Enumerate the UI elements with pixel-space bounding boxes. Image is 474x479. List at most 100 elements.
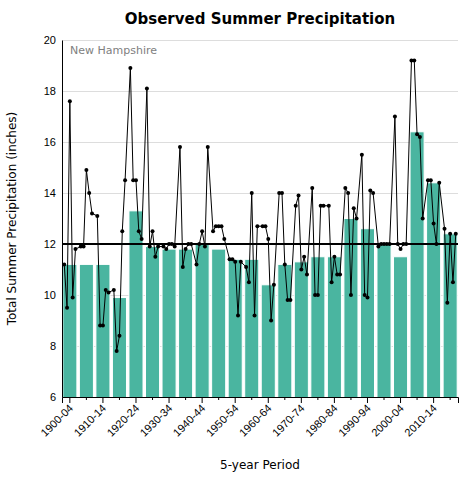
marker: [120, 229, 124, 233]
marker: [263, 224, 267, 228]
marker: [115, 349, 119, 353]
bar: [79, 264, 93, 397]
y-tick: 8: [50, 340, 62, 352]
marker: [128, 66, 132, 70]
x-tick-mark: [301, 397, 302, 403]
marker: [280, 191, 284, 195]
x-tick: 1990-94: [336, 397, 373, 439]
x-tick-label: 1950-54: [204, 402, 241, 439]
x-tick-mark: [417, 397, 418, 400]
x-tick-mark: [218, 397, 219, 400]
grid-tick: [62, 91, 458, 92]
x-tick: [185, 397, 186, 400]
bar: [179, 249, 193, 397]
bar: [245, 259, 259, 397]
x-tick-mark: [450, 397, 451, 400]
x-tick-mark: [135, 397, 136, 403]
marker: [437, 181, 441, 185]
x-tick-mark: [384, 397, 385, 400]
y-tick: 14: [44, 187, 62, 199]
marker: [145, 86, 149, 90]
marker: [148, 245, 152, 249]
grid-tick: [62, 142, 458, 143]
marker: [247, 280, 251, 284]
marker: [412, 58, 416, 62]
bar: [427, 183, 441, 397]
marker: [200, 229, 204, 233]
marker: [365, 296, 369, 300]
x-tick: 1900-04: [38, 397, 75, 439]
marker: [310, 186, 314, 190]
y-tick: 6: [50, 391, 62, 403]
marker: [272, 283, 276, 287]
bar: [377, 244, 391, 397]
marker: [305, 273, 309, 277]
x-tick-mark: [185, 397, 186, 400]
bar: [394, 257, 408, 397]
marker: [327, 204, 331, 208]
marker: [445, 301, 449, 305]
y-tick: 10: [44, 289, 62, 301]
x-tick: [284, 397, 285, 400]
marker: [156, 245, 160, 249]
x-tick: 1920-24: [104, 397, 141, 439]
bar: [344, 219, 358, 398]
bar: [294, 262, 308, 397]
marker: [153, 255, 157, 259]
x-axis-line: [63, 398, 459, 404]
marker: [222, 237, 226, 241]
marker: [429, 178, 433, 182]
y-tick-label: 18: [44, 85, 56, 97]
marker: [178, 145, 182, 149]
x-tick-mark: [251, 397, 252, 400]
x-tick: 1950-54: [204, 397, 241, 439]
x-tick-label: 1940-44: [171, 402, 208, 439]
marker: [283, 262, 287, 266]
bar: [96, 264, 110, 397]
bar: [327, 257, 341, 397]
marker: [233, 260, 237, 264]
grid-line: [62, 40, 458, 41]
x-tick-mark: [400, 397, 401, 403]
marker: [266, 237, 270, 241]
x-tick-label: 1930-34: [137, 402, 174, 439]
grid-tick: [62, 244, 458, 245]
marker: [137, 229, 141, 233]
marker: [95, 214, 99, 218]
marker: [219, 224, 223, 228]
x-tick-label: 1980-84: [303, 402, 340, 439]
marker: [355, 217, 359, 221]
bar: [261, 285, 275, 397]
marker: [101, 324, 105, 328]
x-tick: [86, 397, 87, 400]
y-tick: 16: [44, 136, 62, 148]
marker: [181, 265, 185, 269]
marker: [299, 268, 303, 272]
marker: [84, 168, 88, 172]
marker: [349, 293, 353, 297]
marker: [123, 178, 127, 182]
bar: [311, 257, 325, 397]
y-tick-label: 14: [44, 187, 56, 199]
x-tick: 1960-64: [237, 397, 274, 439]
x-tick: [417, 397, 418, 400]
x-tick: 1980-84: [303, 397, 340, 439]
marker: [448, 232, 452, 236]
marker: [164, 247, 168, 251]
grid-line: [62, 193, 458, 194]
marker: [140, 237, 144, 241]
marker: [399, 247, 403, 251]
marker: [330, 280, 334, 284]
y-tick-label: 8: [50, 340, 56, 352]
marker: [211, 229, 215, 233]
marker: [321, 204, 325, 208]
x-tick-mark: [433, 397, 434, 403]
mean-line: [62, 243, 458, 245]
marker: [253, 313, 257, 317]
marker: [269, 319, 273, 323]
marker: [151, 229, 155, 233]
marker: [206, 145, 210, 149]
marker: [316, 293, 320, 297]
x-tick-label: 1990-94: [336, 402, 373, 439]
marker: [418, 135, 422, 139]
